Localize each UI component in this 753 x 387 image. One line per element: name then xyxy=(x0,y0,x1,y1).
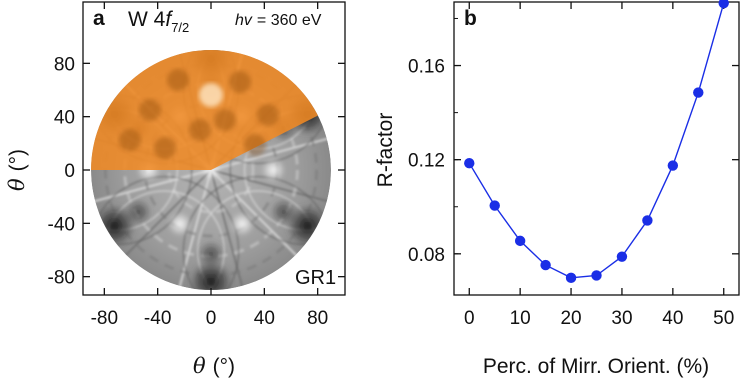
pattern-dark-spot xyxy=(189,259,233,290)
pattern-bright-spot xyxy=(167,212,192,237)
orange-sector-texture xyxy=(214,109,236,131)
panel-b-y-tick-label: 0.12 xyxy=(408,151,445,172)
orange-sector-texture xyxy=(154,137,176,159)
pattern-bright-spot xyxy=(261,158,286,182)
r-factor-data-point xyxy=(489,200,500,211)
panel-a-title: W 4f7/2 xyxy=(128,8,189,35)
pattern-dark-spot xyxy=(92,203,137,248)
panel-b-x-tick-label: 0 xyxy=(464,308,475,329)
panel-a-x-tick-label: 80 xyxy=(307,308,328,329)
panel-a-title-italic-f: f xyxy=(165,8,173,31)
corner-label-gr1: GR1 xyxy=(295,267,336,289)
diffraction-pattern-disc xyxy=(91,50,331,290)
pattern-dark-spot xyxy=(285,203,330,248)
r-factor-data-point xyxy=(616,251,628,262)
pattern-ring xyxy=(167,126,255,214)
orange-sector-texture xyxy=(244,134,266,156)
panel-b-y-tick-label: 0.16 xyxy=(408,57,445,78)
panel-b-x-tick-label: 20 xyxy=(560,308,581,329)
panel-a-frame xyxy=(82,1,346,296)
orange-sector-texture xyxy=(229,71,251,93)
orange-highlight-sector xyxy=(91,50,320,170)
panel-b-x-tick-label: 40 xyxy=(662,308,683,329)
pattern-band xyxy=(182,175,331,290)
panel-b-y-tick-label: 0.08 xyxy=(408,245,445,266)
panel-a-xlabel: θ (°) xyxy=(193,354,235,378)
panel-a-y-tick-label: 0 xyxy=(64,161,75,182)
orange-sector-texture xyxy=(119,129,141,151)
panel-b-x-tick-label: 30 xyxy=(611,308,632,329)
photon-energy-label: hv = 360 eV xyxy=(235,12,322,29)
panel-b-letter: b xyxy=(464,7,477,30)
r-factor-data-point xyxy=(540,259,551,271)
r-factor-series-line xyxy=(468,3,725,279)
orange-sector-texture xyxy=(189,119,211,141)
r-factor-data-point xyxy=(693,87,704,98)
panel-a-y-tick-label: 80 xyxy=(54,54,75,75)
r-factor-data-point xyxy=(642,215,653,226)
panel-a-y-tick-label: -80 xyxy=(48,268,75,289)
panel-a-y-tick-label: -40 xyxy=(48,214,75,235)
pattern-ring xyxy=(123,82,299,258)
panel-a-x-tick-label: -80 xyxy=(91,308,118,329)
orange-sector-texture xyxy=(139,99,161,121)
panel-b-x-tick-label: 50 xyxy=(713,308,734,329)
orange-sector-texture xyxy=(257,104,279,126)
orange-sector-bright-spot xyxy=(199,83,223,107)
r-factor-data-point xyxy=(718,0,729,9)
r-factor-data-point xyxy=(565,272,577,284)
panel-a-x-tick-label: -40 xyxy=(144,308,171,329)
r-factor-data-point xyxy=(667,160,679,171)
panel-a-y-tick-label: 40 xyxy=(54,108,75,129)
panel-a-x-tick-label: 40 xyxy=(254,308,275,329)
orange-sector-group xyxy=(91,50,320,170)
panel-a-ylabel: θ(°) xyxy=(5,149,29,191)
panel-b-frame xyxy=(453,1,740,296)
orange-sector-texture xyxy=(167,69,189,91)
panel-a-x-tick-label: 0 xyxy=(206,308,217,329)
pattern-bright-spot xyxy=(230,212,255,237)
panel-b-r-factor-plot: 0 10 20 30 40 50 0.08 0.12 0.16 b Perc. of Mirr… xyxy=(374,0,740,378)
pattern-band xyxy=(91,175,240,290)
panel-a-letter: a xyxy=(93,7,105,30)
panel-a-stereographic-plot: -80 -40 0 40 80 80 40 0 -40 -80 a W 4f7/2 hv = 36… xyxy=(5,1,346,378)
panel-b-ylabel: R-factor xyxy=(374,113,397,188)
r-factor-data-point xyxy=(514,235,526,247)
r-factor-data-point xyxy=(591,270,602,281)
panel-b-xlabel: Perc. of Mirr. Orient. (%) xyxy=(483,355,709,378)
r-factor-data-point xyxy=(464,158,475,169)
panel-b-x-tick-label: 10 xyxy=(510,308,531,329)
